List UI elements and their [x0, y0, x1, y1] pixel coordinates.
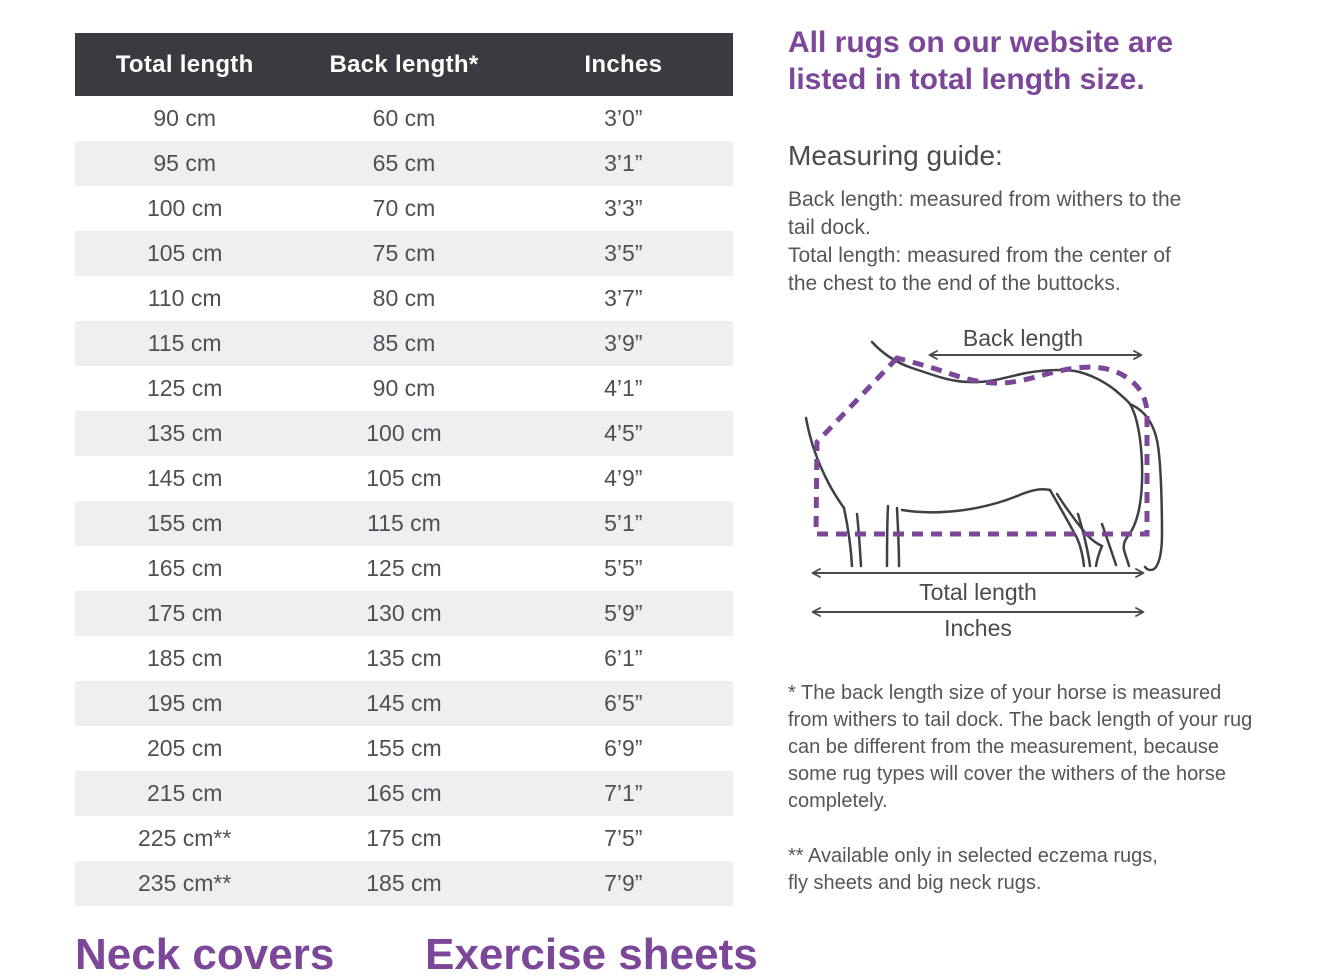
table-cell: 65 cm [294, 141, 514, 186]
table-cell: 125 cm [366, 555, 442, 581]
table-row: 135 cm 100 cm 4’5” [75, 411, 733, 456]
table-row: 175 cm 130 cm 5’9” [75, 591, 733, 636]
table-cell: 195 cm [75, 681, 295, 726]
table-cell: 165 cm [294, 771, 514, 816]
table-cell: 75 cm [294, 231, 514, 276]
col-header-back-length: Back length* [294, 33, 514, 96]
total-length-label: Total length [919, 579, 1037, 605]
table-cell: 165 cm [146, 555, 223, 581]
table-cell: 6’5” [513, 681, 733, 726]
col-header-total-length: Total length [75, 33, 295, 96]
table-row: 115 cm 85 cm 3’9” [75, 321, 733, 366]
measuring-guide-text: Back length: measured from withers to th… [788, 188, 1182, 295]
table-cell: 185 cm [146, 645, 223, 671]
size-table-header: Total length Back length* Inches [75, 33, 733, 96]
table-row: 195 cm 145 cm 6’5” [75, 681, 733, 726]
table-cell: 235 cm** [75, 861, 295, 906]
table-row: 95 cm 65 cm 3’1” [75, 141, 733, 186]
table-cell: 4’5” [513, 411, 733, 456]
table-cell: 5’5” [604, 555, 643, 581]
table-row: 145 cm 105 cm 4’9” [75, 456, 733, 501]
table-cell: 3’3” [604, 195, 643, 221]
table-cell: 205 cm [146, 735, 223, 761]
table-cell: 80 cm [372, 285, 436, 311]
header-row: Total length Back length* Inches [75, 33, 733, 96]
table-cell: 135 cm [366, 645, 442, 671]
measuring-guide-section: All rugs on our website are listed in to… [788, 24, 1288, 897]
table-cell: 3’5” [513, 231, 733, 276]
table-cell: 7’9” [513, 861, 733, 906]
horse-outline [804, 340, 1164, 572]
table-cell: 175 cm [366, 825, 442, 851]
table-cell: 3’9” [513, 321, 733, 366]
table-cell: 60 cm [372, 105, 436, 131]
table-cell: 185 cm [294, 861, 514, 906]
table-row: 205 cm 155 cm 6’9” [75, 726, 733, 771]
table-cell: 70 cm [372, 195, 436, 221]
page-title: All rugs on our website are listed in to… [788, 26, 1174, 96]
horse-measurement-diagram: Back length Total length Inches [804, 325, 1164, 641]
size-table-body: 90 cm 60 cm 3’0” 95 cm 65 cm 3’1” 100 cm 70 cm 3… [75, 96, 733, 906]
table-cell: 6’9” [604, 735, 643, 761]
table-cell: 7’5” [604, 825, 643, 851]
back-length-label: Back length [963, 325, 1083, 351]
table-cell: 5’1” [513, 501, 733, 546]
table-cell: 100 cm [146, 195, 223, 221]
table-cell: 105 cm [75, 231, 295, 276]
table-row: 215 cm 165 cm 7’1” [75, 771, 733, 816]
table-row: 235 cm** 185 cm 7’9” [75, 861, 733, 906]
table-cell: 3’1” [513, 141, 733, 186]
table-row: 105 cm 75 cm 3’5” [75, 231, 733, 276]
table-cell: 155 cm [366, 735, 442, 761]
table-cell: 225 cm** [138, 825, 232, 851]
table-cell: 105 cm [366, 465, 442, 491]
footnote-back-length: * The back length size of your horse is … [788, 682, 1253, 812]
table-cell: 175 cm [75, 591, 295, 636]
measurement-arrows [811, 350, 1145, 617]
table-cell: 115 cm [294, 501, 514, 546]
footnote-availability: ** Available only in selected eczema rug… [788, 845, 1158, 894]
table-cell: 3’7” [604, 285, 643, 311]
size-guide-page: { "table": { "headers": ["Total length",… [75, 24, 1288, 979]
table-row: 110 cm 80 cm 3’7” [75, 276, 733, 321]
table-cell: 135 cm [75, 411, 295, 456]
table-cell: 90 cm [372, 375, 436, 401]
table-cell: 110 cm [147, 285, 222, 311]
col-header-inches: Inches [513, 33, 733, 96]
table-cell: 95 cm [75, 141, 295, 186]
table-cell: 90 cm [153, 105, 216, 131]
table-cell: 7’1” [513, 771, 733, 816]
table-cell: 215 cm [75, 771, 295, 816]
measuring-guide-heading: Measuring guide: [788, 140, 1003, 171]
size-table: Total length Back length* Inches 90 cm 60… [75, 33, 733, 906]
table-row: 125 cm 90 cm 4’1” [75, 366, 733, 411]
table-cell: 85 cm [294, 321, 514, 366]
table-cell: 115 cm [75, 321, 295, 366]
size-table-section: Total length Back length* Inches 90 cm 60… [75, 33, 733, 906]
table-row: 155 cm 115 cm 5’1” [75, 501, 733, 546]
inches-label: Inches [944, 615, 1012, 641]
table-cell: 4’9” [604, 465, 643, 491]
table-cell: 100 cm [294, 411, 514, 456]
table-cell: 145 cm [294, 681, 514, 726]
table-row: 185 cm 135 cm 6’1” [75, 636, 733, 681]
table-row: 165 cm 125 cm 5’5” [75, 546, 733, 591]
table-row: 100 cm 70 cm 3’3” [75, 186, 733, 231]
table-cell: 155 cm [75, 501, 295, 546]
table-cell: 130 cm [294, 591, 514, 636]
table-cell: 5’9” [513, 591, 733, 636]
neck-covers-heading: Neck covers [75, 930, 335, 979]
table-cell: 125 cm [146, 375, 223, 401]
table-row: 90 cm 60 cm 3’0” [75, 96, 733, 141]
table-cell: 145 cm [146, 465, 223, 491]
exercise-sheets-heading: Exercise sheets [425, 930, 758, 979]
table-cell: 6’1” [604, 645, 643, 671]
table-cell: 3’0” [604, 105, 643, 131]
table-row: 225 cm** 175 cm 7’5” [75, 816, 733, 861]
table-cell: 4’1” [604, 375, 643, 401]
